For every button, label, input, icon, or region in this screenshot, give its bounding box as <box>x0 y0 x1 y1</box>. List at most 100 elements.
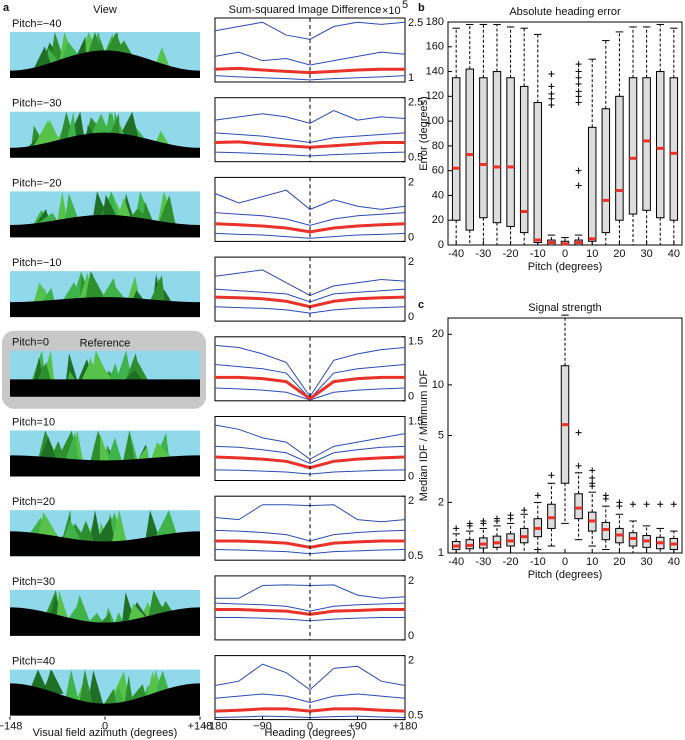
box <box>479 77 488 219</box>
flier <box>630 501 637 508</box>
y-scale-exponent: 5 <box>402 0 408 11</box>
flier <box>589 474 596 481</box>
grass <box>65 669 79 701</box>
ground <box>10 214 200 238</box>
panel-title: Signal strength <box>528 302 601 314</box>
grass <box>62 41 81 58</box>
flier <box>453 525 460 532</box>
grass <box>149 275 166 303</box>
y-tick-label: 1.5 <box>408 415 423 427</box>
x-tick-label: -10 <box>530 248 546 260</box>
grass <box>67 370 77 382</box>
x-tick-label: 0 <box>562 248 568 260</box>
flier <box>575 182 582 189</box>
row-label: Pitch=0 <box>12 337 49 349</box>
grass <box>76 36 86 56</box>
y-tick-label: 1 <box>408 72 414 84</box>
x-axis-label: Visual field azimuth (degrees) <box>33 727 178 739</box>
grass <box>147 671 158 696</box>
grass <box>77 520 95 543</box>
grass <box>41 287 55 303</box>
flier <box>507 512 514 519</box>
grass <box>103 688 117 706</box>
y-tick-label: 140 <box>426 65 444 77</box>
ground <box>10 455 200 477</box>
y-tick-label: 0 <box>408 630 414 642</box>
y-axis-label: Median IDF / Minimum IDF <box>418 370 430 502</box>
box <box>465 68 475 231</box>
route-line <box>215 51 405 66</box>
x-tick-label: 10 <box>586 248 598 260</box>
y-axis-label: Error (degrees) <box>418 96 430 171</box>
x-tick-label: 20 <box>613 248 625 260</box>
y-tick-label: 2 <box>408 655 414 667</box>
y-tick-label: 0.5 <box>408 152 423 164</box>
flier <box>548 71 555 78</box>
x-axis-label: Pitch (degrees) <box>528 569 603 581</box>
ground <box>10 132 200 158</box>
grass <box>111 510 127 543</box>
reference-label: Reference <box>80 338 131 350</box>
median-line <box>215 375 405 401</box>
flier <box>548 102 555 109</box>
grass <box>39 436 57 460</box>
row-label: Pitch=−10 <box>12 257 62 269</box>
grass <box>102 194 117 217</box>
grass <box>154 670 170 693</box>
plot-area <box>215 21 405 81</box>
route-line <box>215 232 405 239</box>
box <box>628 77 638 215</box>
grass <box>86 125 95 136</box>
y-tick-label: 2 <box>408 575 414 587</box>
grass <box>62 520 81 541</box>
y-tick-label: 100 <box>426 115 444 127</box>
flier <box>616 499 623 506</box>
grass <box>122 430 135 462</box>
y-tick-label: 0 <box>408 231 414 243</box>
y-tick-label: 0 <box>408 470 414 482</box>
flier <box>548 95 555 102</box>
grass <box>72 594 91 623</box>
row-label: Pitch=30 <box>12 576 55 588</box>
x-tick-label: 40 <box>668 556 680 568</box>
grass <box>81 360 101 382</box>
grass <box>132 290 145 301</box>
y-tick-label: 5 <box>438 429 444 441</box>
y-tick-label: 0.5 <box>408 710 423 722</box>
flier <box>575 167 582 174</box>
ground <box>10 531 200 557</box>
x-tick-label: 30 <box>641 248 653 260</box>
row-label: Pitch=−20 <box>12 177 62 189</box>
grass <box>124 675 133 703</box>
x-tick-label: -20 <box>503 248 519 260</box>
box <box>601 521 611 541</box>
x-tick-label: 10 <box>586 556 598 568</box>
grass <box>95 365 115 382</box>
grass <box>155 510 178 537</box>
y-tick-label: 40 <box>432 189 444 201</box>
y-tick-label: 2 <box>408 256 414 268</box>
x-tick-label: 0 <box>102 721 108 733</box>
grass <box>64 193 79 220</box>
box <box>655 71 665 219</box>
grass <box>128 603 149 621</box>
y-tick-label: 2 <box>438 496 444 508</box>
flier <box>534 492 541 499</box>
grass <box>145 510 160 539</box>
box <box>506 77 515 227</box>
grass <box>89 510 102 544</box>
flier <box>493 515 500 522</box>
x-axis-label: Pitch (degrees) <box>528 261 603 273</box>
y-tick-label: 2 <box>408 495 414 507</box>
grass <box>99 433 111 463</box>
grass <box>37 364 49 382</box>
grass <box>157 195 176 225</box>
row-label: Pitch=40 <box>12 656 55 668</box>
flier <box>575 99 582 106</box>
route-line <box>215 212 405 226</box>
y-tick-label: 0 <box>408 391 414 403</box>
ground <box>10 297 200 318</box>
x-tick-label: +148 <box>188 721 213 733</box>
ground <box>10 607 200 636</box>
